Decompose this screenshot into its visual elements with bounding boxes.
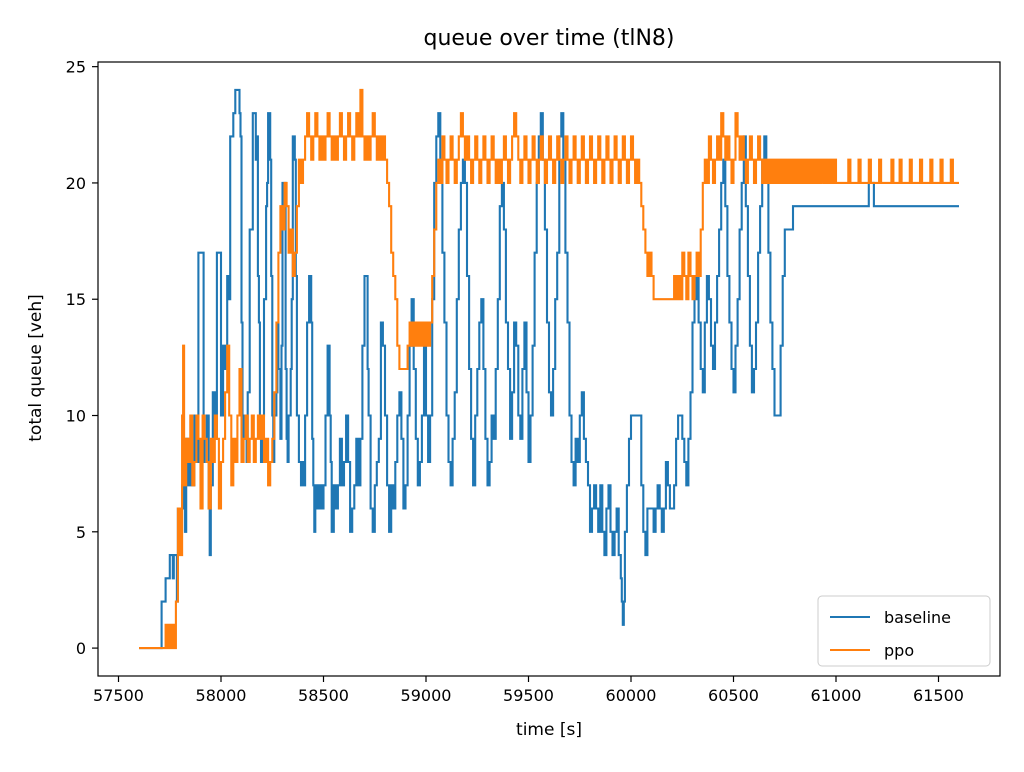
x-tick-label: 60500: [708, 686, 759, 705]
chart-title: queue over time (tlN8): [423, 26, 674, 51]
y-tick-label: 10: [66, 407, 86, 426]
series-line-ppo: [139, 88, 959, 650]
y-tick-label: 20: [66, 174, 86, 193]
x-tick-label: 59500: [503, 686, 554, 705]
x-tick-label: 59000: [401, 686, 452, 705]
x-tick-label: 58000: [196, 686, 247, 705]
x-tick-label: 61000: [811, 686, 862, 705]
x-tick-label: 60000: [606, 686, 657, 705]
axes-frame: [97, 61, 1001, 677]
y-tick-label: 5: [76, 523, 86, 542]
x-axis-label: time [s]: [516, 720, 582, 740]
plot-area: [139, 88, 959, 650]
legend-box: [817, 595, 991, 667]
legend-label-ppo: ppo: [884, 641, 914, 660]
y-tick-label: 25: [66, 58, 86, 77]
x-tick-label: 57500: [93, 686, 144, 705]
series-line-baseline: [139, 88, 959, 650]
y-tick-label: 0: [76, 639, 86, 658]
y-axis-label: total queue [veh]: [26, 294, 46, 442]
axes: 57500 58000 58500 59000 59500 60000 60500 61000…: [66, 58, 1001, 705]
x-tick-label: 61500: [913, 686, 964, 705]
legend: baseline ppo: [817, 595, 991, 667]
x-tick-label: 58500: [298, 686, 349, 705]
legend-label-baseline: baseline: [884, 608, 951, 627]
y-tick-label: 15: [66, 290, 86, 309]
